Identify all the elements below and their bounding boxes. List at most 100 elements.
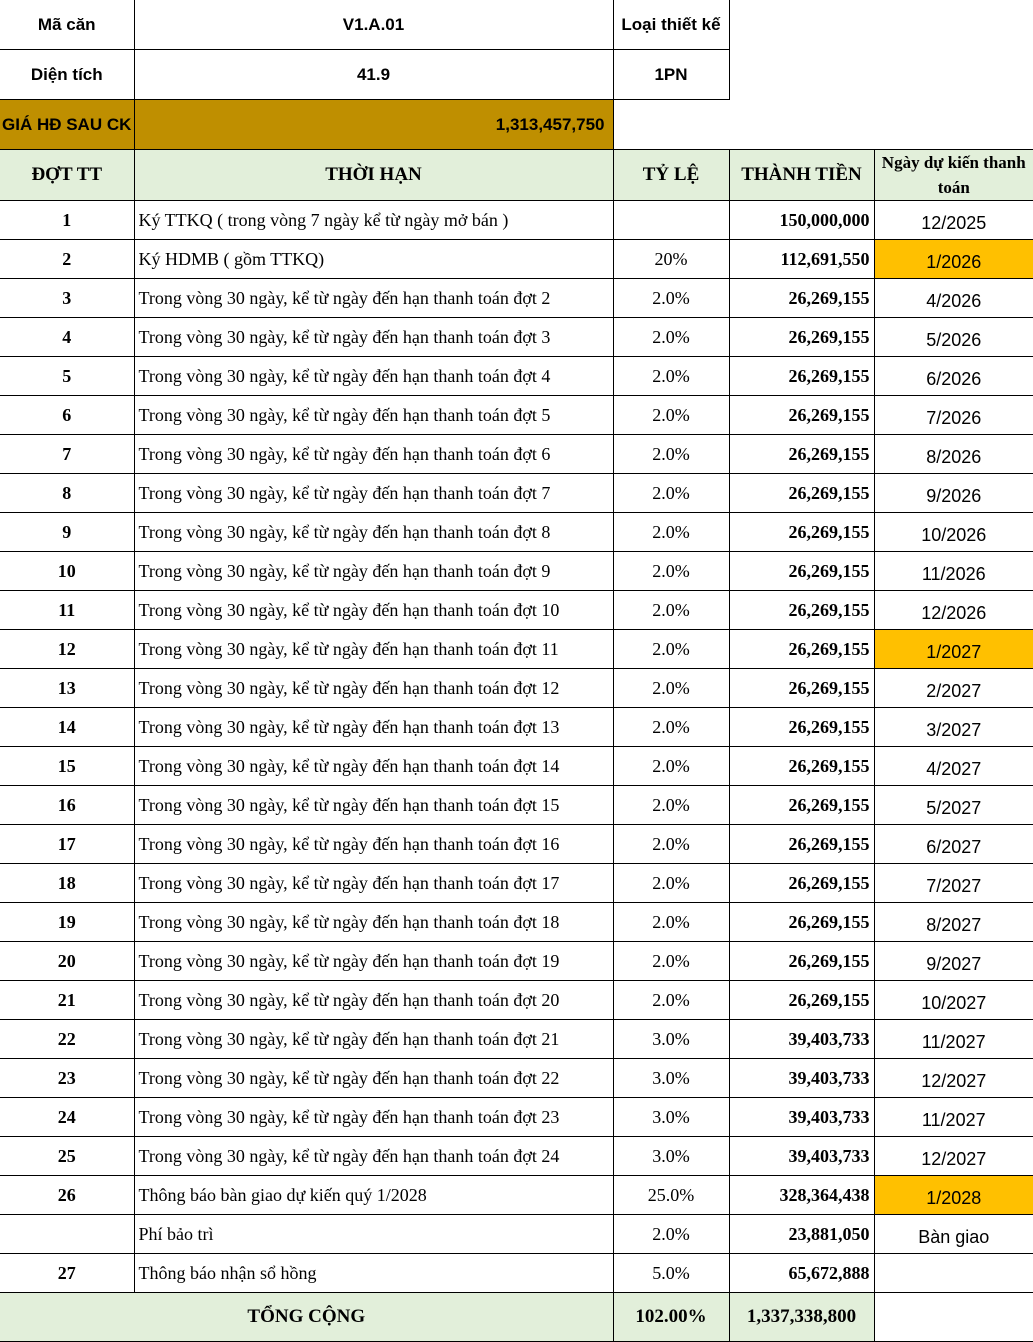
table-row: 10 Trong vòng 30 ngày, kể từ ngày đến hạn… (0, 551, 1033, 591)
installment-date: Bàn giao (873, 1214, 1033, 1254)
header-installment: ĐỢT TT (0, 149, 135, 201)
installment-rate: 2.0% (612, 707, 730, 747)
total-amount: 1,337,338,800 (728, 1292, 875, 1342)
installment-date (873, 1253, 1033, 1293)
installment-rate: 25.0% (612, 1175, 730, 1215)
installment-number: 16 (0, 785, 135, 825)
header-expected-date: Ngày dự kiến thanh toán (873, 149, 1033, 201)
installment-term: Trong vòng 30 ngày, kể từ ngày đến hạn t… (133, 434, 614, 474)
installment-date: 1/2026 (873, 239, 1033, 279)
design-type-value: 1PN (612, 49, 730, 100)
table-row: 8 Trong vòng 30 ngày, kể từ ngày đến hạn … (0, 473, 1033, 513)
table-row: 4 Trong vòng 30 ngày, kể từ ngày đến hạn … (0, 317, 1033, 357)
installment-term: Thông báo bàn giao dự kiến quý 1/2028 (133, 1175, 614, 1215)
installment-term: Trong vòng 30 ngày, kể từ ngày đến hạn t… (133, 590, 614, 630)
installment-date: 7/2027 (873, 863, 1033, 903)
installment-date: 1/2028 (873, 1175, 1033, 1215)
installment-number: 21 (0, 980, 135, 1020)
installment-date: 9/2026 (873, 473, 1033, 513)
contract-price-row: GIÁ HĐ SAU CK 1,313,457,750 (0, 99, 1033, 150)
installment-term: Trong vòng 30 ngày, kể từ ngày đến hạn t… (133, 668, 614, 708)
installment-date: 12/2027 (873, 1136, 1033, 1176)
installment-term: Trong vòng 30 ngày, kể từ ngày đến hạn t… (133, 707, 614, 747)
empty-cell (728, 49, 1033, 100)
installment-amount: 112,691,550 (728, 239, 875, 279)
installment-number: 3 (0, 278, 135, 318)
installment-term: Trong vòng 30 ngày, kể từ ngày đến hạn t… (133, 278, 614, 318)
table-row: Phí bảo trì 2.0% 23,881,050 Bàn giao (0, 1214, 1033, 1254)
installment-amount: 26,269,155 (728, 629, 875, 669)
installment-amount: 26,269,155 (728, 512, 875, 552)
unit-code-label: Mã căn (0, 0, 135, 50)
installment-amount: 26,269,155 (728, 317, 875, 357)
installment-number: 18 (0, 863, 135, 903)
installment-amount: 26,269,155 (728, 980, 875, 1020)
installment-number: 25 (0, 1136, 135, 1176)
installment-date: 10/2026 (873, 512, 1033, 552)
installment-date: 6/2027 (873, 824, 1033, 864)
installment-amount: 39,403,733 (728, 1058, 875, 1098)
installment-number: 27 (0, 1253, 135, 1293)
installment-date: 6/2026 (873, 356, 1033, 396)
installment-rate: 3.0% (612, 1058, 730, 1098)
installment-date: 11/2027 (873, 1097, 1033, 1137)
installment-term: Trong vòng 30 ngày, kể từ ngày đến hạn t… (133, 824, 614, 864)
table-row: 9 Trong vòng 30 ngày, kể từ ngày đến hạn … (0, 512, 1033, 552)
installment-number: 22 (0, 1019, 135, 1059)
table-row: 20 Trong vòng 30 ngày, kể từ ngày đến hạn… (0, 941, 1033, 981)
installment-rate: 5.0% (612, 1253, 730, 1293)
installment-term: Trong vòng 30 ngày, kể từ ngày đến hạn t… (133, 395, 614, 435)
installment-number: 26 (0, 1175, 135, 1215)
installment-term: Trong vòng 30 ngày, kể từ ngày đến hạn t… (133, 1019, 614, 1059)
table-row: 16 Trong vòng 30 ngày, kể từ ngày đến hạn… (0, 785, 1033, 825)
installment-term: Trong vòng 30 ngày, kể từ ngày đến hạn t… (133, 1058, 614, 1098)
installment-number: 19 (0, 902, 135, 942)
installment-term: Trong vòng 30 ngày, kể từ ngày đến hạn t… (133, 746, 614, 786)
installment-rate: 2.0% (612, 434, 730, 474)
table-row: 25 Trong vòng 30 ngày, kể từ ngày đến hạn… (0, 1136, 1033, 1176)
table-row: 14 Trong vòng 30 ngày, kể từ ngày đến hạn… (0, 707, 1033, 747)
installment-date: 12/2025 (873, 200, 1033, 240)
table-row: 3 Trong vòng 30 ngày, kể từ ngày đến hạn … (0, 278, 1033, 318)
installment-date: 12/2026 (873, 590, 1033, 630)
table-row: 27 Thông báo nhận sổ hồng 5.0% 65,672,888 (0, 1253, 1033, 1293)
installment-term: Trong vòng 30 ngày, kể từ ngày đến hạn t… (133, 512, 614, 552)
installment-amount: 39,403,733 (728, 1019, 875, 1059)
table-row: 11 Trong vòng 30 ngày, kể từ ngày đến hạn… (0, 590, 1033, 630)
installment-rate: 2.0% (612, 863, 730, 903)
table-row: 23 Trong vòng 30 ngày, kể từ ngày đến hạn… (0, 1058, 1033, 1098)
installment-amount: 26,269,155 (728, 590, 875, 630)
table-row: 13 Trong vòng 30 ngày, kể từ ngày đến hạn… (0, 668, 1033, 708)
installment-number: 9 (0, 512, 135, 552)
installment-date: 4/2026 (873, 278, 1033, 318)
installment-rate: 2.0% (612, 278, 730, 318)
installment-term: Trong vòng 30 ngày, kể từ ngày đến hạn t… (133, 356, 614, 396)
installment-term: Ký TTKQ ( trong vòng 7 ngày kể từ ngày m… (133, 200, 614, 240)
table-row: 17 Trong vòng 30 ngày, kể từ ngày đến hạn… (0, 824, 1033, 864)
installment-date: 10/2027 (873, 980, 1033, 1020)
installment-amount: 26,269,155 (728, 785, 875, 825)
installment-amount: 26,269,155 (728, 902, 875, 942)
installment-date: 8/2027 (873, 902, 1033, 942)
installment-number: 2 (0, 239, 135, 279)
installment-rate: 2.0% (612, 668, 730, 708)
installment-amount: 26,269,155 (728, 434, 875, 474)
table-header-row: ĐỢT TT THỜI HẠN TỶ LỆ THÀNH TIỀN Ngày dự… (0, 149, 1033, 201)
installment-amount: 150,000,000 (728, 200, 875, 240)
installment-number: 12 (0, 629, 135, 669)
installment-date: 8/2026 (873, 434, 1033, 474)
installment-number: 8 (0, 473, 135, 513)
area-label: Diện tích (0, 49, 135, 100)
installment-amount: 328,364,438 (728, 1175, 875, 1215)
installment-amount: 26,269,155 (728, 668, 875, 708)
installment-amount: 26,269,155 (728, 473, 875, 513)
installment-rate: 2.0% (612, 317, 730, 357)
installment-number: 20 (0, 941, 135, 981)
installment-rate: 2.0% (612, 395, 730, 435)
installment-number: 4 (0, 317, 135, 357)
table-row: 6 Trong vòng 30 ngày, kể từ ngày đến hạn … (0, 395, 1033, 435)
installment-term: Thông báo nhận sổ hồng (133, 1253, 614, 1293)
table-row: 21 Trong vòng 30 ngày, kể từ ngày đến hạn… (0, 980, 1033, 1020)
installment-date: 4/2027 (873, 746, 1033, 786)
table-row: 19 Trong vòng 30 ngày, kể từ ngày đến hạn… (0, 902, 1033, 942)
